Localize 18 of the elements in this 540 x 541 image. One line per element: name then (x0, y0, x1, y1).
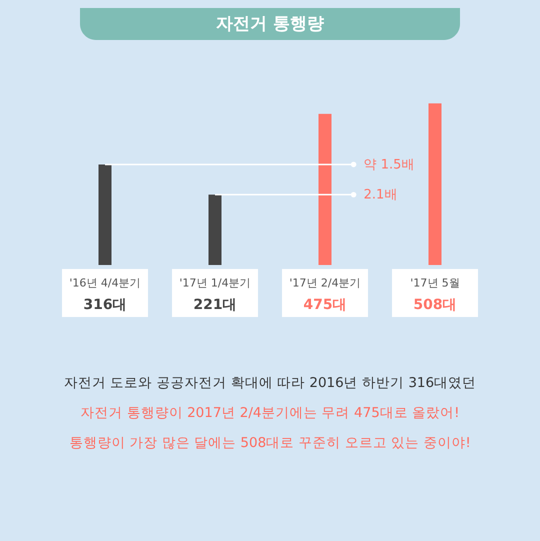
bar (428, 103, 442, 265)
x-tick-label: '17년 1/4분기 (179, 276, 251, 290)
x-tick-label: '17년 5월 (410, 276, 460, 290)
x-tick-label: '17년 2/4분기 (289, 276, 361, 290)
data-label: 508대 (413, 297, 457, 313)
data-label: 475대 (303, 297, 347, 313)
chart-title: 자전거 통행량 (216, 14, 324, 34)
data-label: 316대 (83, 297, 127, 313)
data-label: 221대 (193, 297, 237, 313)
bar (208, 194, 222, 265)
bar (98, 164, 112, 265)
annotation: 약 1.5배 (364, 157, 414, 172)
bar (318, 114, 332, 265)
text: 자전거 도로와 공공자전거 확대에 따라 2016년 하반기 316대였던 (64, 375, 476, 391)
text: 자전거 통행량이 2017년 2/4분기에는 무려 475대로 올랐어! (80, 405, 460, 421)
annotation: 2.1배 (364, 188, 398, 203)
text: 통행량이 가장 많은 달에는 508대로 꾸준히 오르고 있는 중이야! (69, 435, 471, 451)
x-tick-label: '16년 4/4분기 (69, 276, 141, 290)
